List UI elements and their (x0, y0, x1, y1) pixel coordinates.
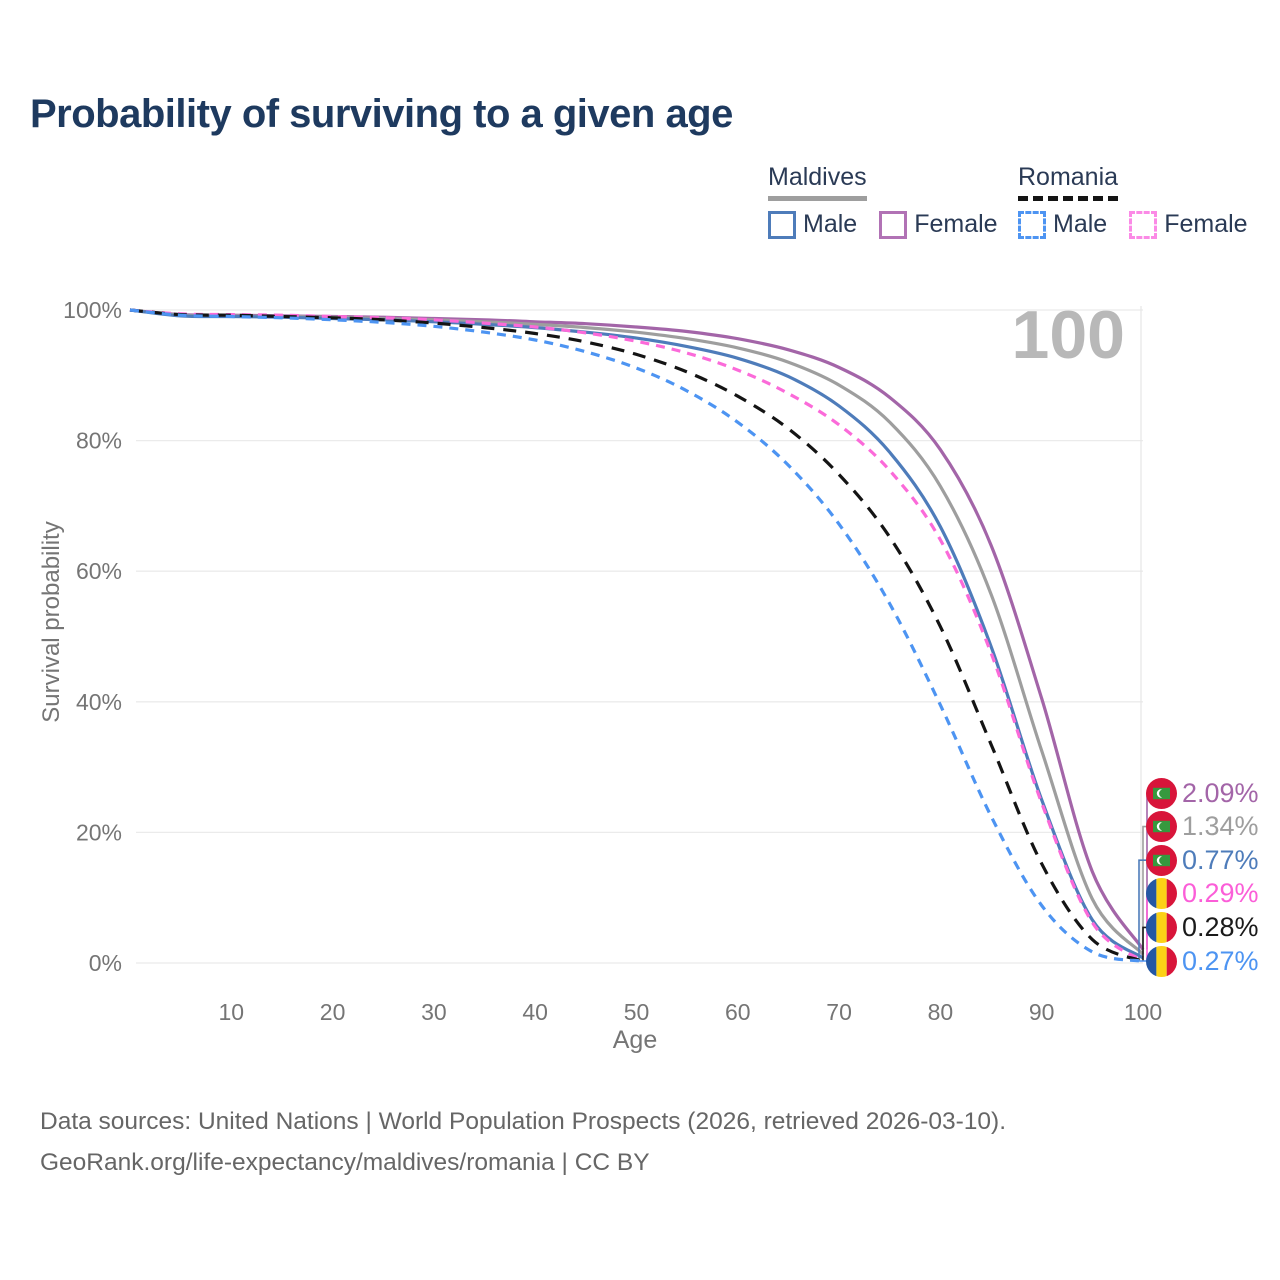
maldives-flag-icon (1146, 844, 1177, 876)
romania-flag-icon (1146, 911, 1177, 943)
romania-flag-icon (1146, 911, 1177, 943)
x-axis-label: Age (612, 1026, 658, 1054)
x-tick-label: 80 (928, 999, 954, 1025)
romania-flag-icon (1146, 878, 1177, 910)
series-maldives-male (129, 308, 1144, 960)
romania-male-swatch-icon[interactable] (1018, 210, 1046, 239)
y-tick-label: 60% (76, 558, 122, 584)
romania-female-swatch-icon[interactable] (1129, 210, 1158, 239)
series-maldives-total (129, 308, 1145, 956)
end-value-label: 2.09% (1182, 777, 1259, 808)
maldives-male-swatch-icon[interactable] (768, 210, 796, 239)
end-label-row: 0.77% (1146, 844, 1259, 876)
x-tick-label: 70 (826, 999, 852, 1025)
y-tick-label: 0% (89, 950, 122, 976)
x-tick-label: 30 (421, 999, 447, 1025)
page-title: Probability of surviving to a given age (30, 92, 733, 136)
legend-group-maldives: Maldives Male Female (768, 163, 1020, 239)
y-tick-label: 100% (63, 297, 122, 323)
legend-item-romania-female[interactable]: Female (1164, 210, 1248, 238)
end-value-label: 0.28% (1182, 911, 1259, 942)
end-label-row: 0.27% (1146, 945, 1259, 977)
y-tick-label: 80% (76, 428, 122, 454)
series-romania-female (129, 308, 1144, 963)
legend-item-romania-male[interactable]: Male (1053, 210, 1108, 238)
end-label-row: 0.28% (1146, 911, 1259, 943)
romania-flag-icon (1146, 945, 1177, 977)
end-label-row: 2.09% (1146, 777, 1259, 809)
footer-attribution[interactable]: GeoRank.org/life-expectancy/maldives/rom… (40, 1149, 650, 1176)
x-tick-label: 60 (725, 999, 751, 1025)
legend-item-maldives-male[interactable]: Male (803, 210, 858, 238)
end-value-label: 1.34% (1182, 811, 1259, 842)
legend-group-romania: Romania Male Female (1018, 163, 1270, 239)
survival-chart: 100% 80% 60% 40% 20% 0% 10 20 30 40 50 60 70 80 90 100 (63, 297, 1162, 1025)
romania-flag-icon (1146, 878, 1177, 910)
maldives-flag-icon (1146, 811, 1177, 843)
y-axis-label: Survival probability (38, 521, 65, 723)
end-value-label: 0.29% (1182, 878, 1259, 909)
x-tick-label: 40 (522, 999, 548, 1025)
maldives-flag-icon (1146, 777, 1177, 809)
series-maldives-female (129, 308, 1145, 951)
maldives-flag-icon (1146, 811, 1177, 843)
end-value-label: 0.27% (1182, 945, 1259, 976)
x-tick-label: 90 (1029, 999, 1055, 1025)
series-romania-male (129, 308, 1144, 963)
end-value-label: 0.77% (1182, 844, 1259, 875)
end-label-row: 1.34% (1146, 811, 1259, 843)
legend-country-romania[interactable]: Romania (1018, 163, 1119, 201)
series-romania-total (129, 308, 1144, 963)
legend-country-maldives[interactable]: Maldives (768, 163, 867, 201)
x-tick-label: 20 (320, 999, 346, 1025)
maldives-female-swatch-icon[interactable] (879, 210, 908, 239)
y-tick-label: 40% (76, 689, 122, 715)
maldives-flag-icon (1146, 777, 1177, 809)
end-label-row: 0.29% (1146, 878, 1259, 910)
maldives-flag-icon (1146, 844, 1177, 876)
x-tick-label: 10 (219, 999, 245, 1025)
x-tick-label: 50 (624, 999, 650, 1025)
footer-data-sources: Data sources: United Nations | World Pop… (40, 1108, 1007, 1135)
romania-flag-icon (1146, 945, 1177, 977)
y-tick-label: 20% (76, 819, 122, 845)
legend-item-maldives-female[interactable]: Female (914, 210, 998, 238)
x-tick-label: 100 (1124, 999, 1162, 1025)
